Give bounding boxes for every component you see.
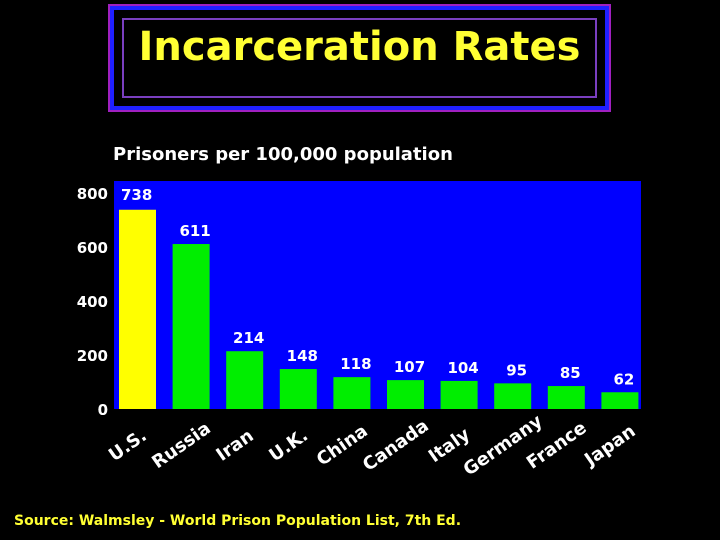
bar-germany (494, 383, 532, 409)
data-labels: 738 611 214 148 118 107 104 95 85 62 (121, 186, 634, 388)
data-label: 107 (394, 358, 425, 376)
bar-france (547, 386, 585, 409)
data-label: 62 (613, 370, 634, 388)
data-label: 95 (506, 361, 527, 379)
category-label: U.K. (265, 425, 312, 466)
chart-subtitle: Prisoners per 100,000 population (113, 144, 453, 165)
bar-iran (226, 351, 264, 409)
data-label: 85 (560, 364, 581, 382)
title-box: Incarceration Rates (108, 4, 611, 112)
data-label: 214 (233, 329, 264, 347)
bar-canada (387, 380, 424, 409)
bar-japan (601, 392, 639, 409)
data-label: 611 (179, 222, 210, 240)
y-axis-ticks: 0 200 400 600 800 (77, 185, 108, 419)
category-label: U.S. (105, 425, 151, 466)
bar-uk (279, 369, 317, 409)
y-tick-label: 0 (98, 401, 108, 419)
category-label: Canada (359, 415, 433, 475)
category-label: Iran (212, 425, 257, 465)
data-label: 738 (121, 186, 152, 204)
bar-italy (440, 380, 478, 409)
source-note: Source: Walmsley - World Prison Populati… (14, 513, 462, 529)
data-label: 104 (447, 359, 478, 377)
category-label: Japan (579, 421, 639, 472)
y-tick-label: 800 (77, 185, 108, 203)
data-label: 148 (287, 347, 318, 365)
y-tick-label: 600 (77, 239, 108, 257)
title-inner-frame (122, 18, 597, 98)
bar-china (333, 377, 371, 409)
bar-russia (172, 244, 210, 409)
data-label: 118 (340, 355, 371, 373)
y-tick-label: 200 (77, 347, 108, 365)
category-label: Russia (148, 418, 214, 473)
y-tick-label: 400 (77, 293, 108, 311)
bar-us (119, 209, 156, 409)
chart-title: Incarceration Rates (138, 24, 581, 70)
bars (119, 209, 639, 409)
